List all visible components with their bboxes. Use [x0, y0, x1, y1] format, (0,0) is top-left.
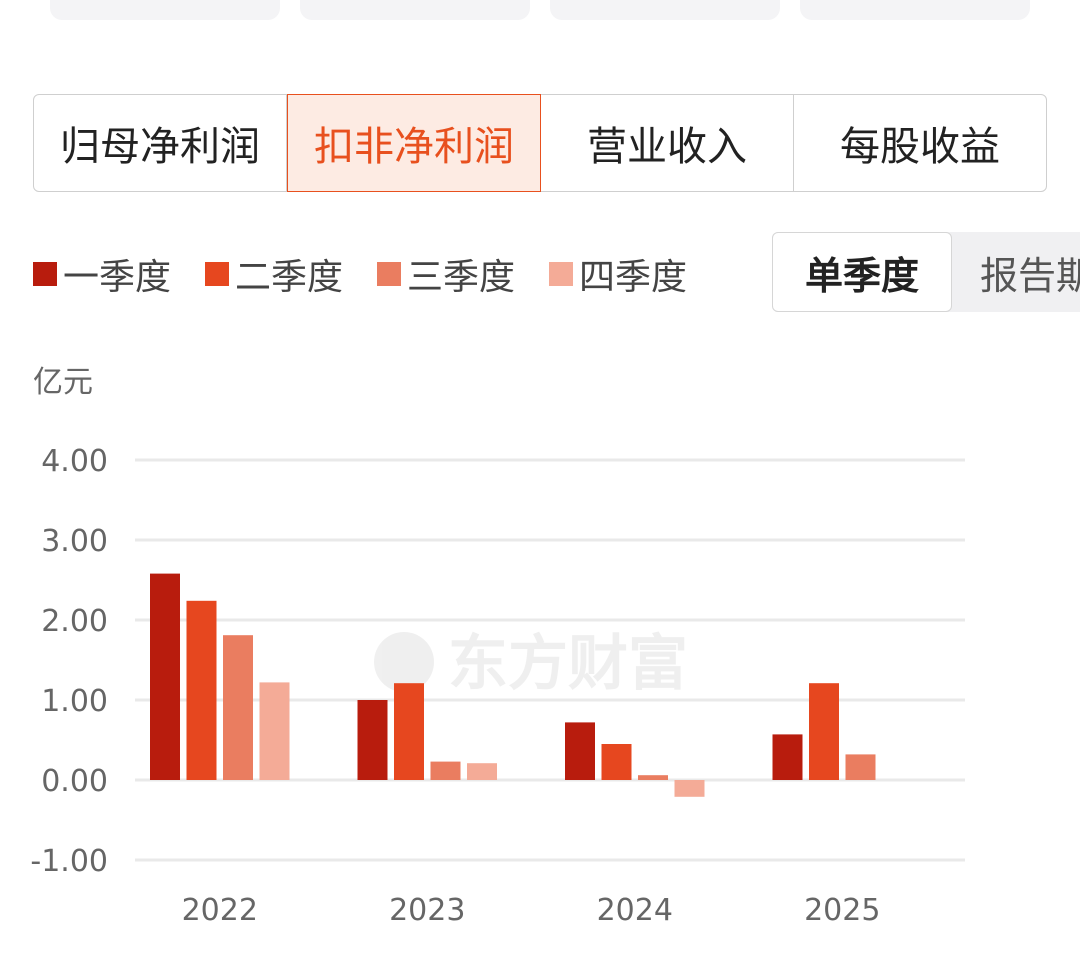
x-tick-label: 2023	[389, 893, 465, 928]
y-tick-label: 0.00	[41, 764, 108, 799]
bar-2025-q2	[809, 683, 839, 780]
top-card-1[interactable]	[50, 0, 280, 20]
legend-label-q4: 四季度	[579, 257, 688, 298]
x-tick-label: 2025	[804, 893, 880, 928]
legend-swatch-q2	[205, 262, 230, 286]
bar-2024-q2	[601, 744, 632, 780]
legend-swatch-q1	[33, 262, 57, 286]
bar-2022-q3	[223, 635, 253, 780]
report-period-button[interactable]: 报告期	[980, 253, 1080, 298]
bar-2024-q1	[565, 722, 595, 780]
tab-eps[interactable]: 每股收益	[840, 124, 1000, 170]
single-quarter-button[interactable]: 单季度	[772, 232, 952, 312]
bar-2024-q3	[638, 775, 668, 780]
tab-revenue[interactable]: 营业收入	[541, 95, 794, 191]
bar-2022-q4	[259, 682, 290, 780]
legend-item-q3[interactable]: 三季度	[377, 248, 515, 300]
bar-2024-q4	[674, 780, 705, 797]
y-tick-label: 1.00	[41, 684, 108, 719]
metric-tabs: 归母净利润 扣非净利润 营业收入 每股收益	[33, 94, 1047, 192]
watermark-text: 东方财富	[448, 629, 688, 699]
bar-2023-q4	[467, 763, 497, 780]
bar-2025-q3	[845, 754, 876, 780]
top-card-3[interactable]	[550, 0, 780, 20]
legend-item-q1[interactable]: 一季度	[33, 248, 171, 300]
legend-swatch-q3	[377, 262, 402, 286]
y-tick-label: 3.00	[41, 524, 108, 559]
legend-label-q2: 二季度	[235, 257, 344, 298]
tab-net-profit[interactable]: 归母净利润	[34, 95, 287, 191]
tab-deducted-net-profit[interactable]: 扣非净利润	[287, 94, 541, 192]
legend-label-q1: 一季度	[63, 257, 172, 298]
y-tick-label: 2.00	[41, 604, 108, 639]
chart-legend: 一季度 二季度 三季度 四季度	[33, 248, 721, 300]
bar-2022-q2	[186, 600, 217, 780]
x-tick-label: 2022	[182, 893, 258, 928]
top-card-2[interactable]	[300, 0, 530, 20]
bar-2023-q1	[357, 700, 388, 780]
legend-item-q2[interactable]: 二季度	[205, 248, 343, 300]
y-unit-label: 亿元	[33, 365, 93, 400]
y-tick-label: 4.00	[41, 444, 108, 479]
bar-2023-q2	[394, 683, 424, 780]
watermark: 东方财富	[374, 629, 688, 699]
legend-item-q4[interactable]: 四季度	[549, 248, 687, 300]
x-tick-label: 2024	[597, 893, 673, 928]
bar-2025-q1	[772, 734, 803, 780]
period-mode-toggle: 单季度 报告期	[772, 232, 1080, 312]
bar-2022-q1	[150, 573, 180, 780]
legend-swatch-q4	[549, 262, 574, 286]
bar-2023-q3	[430, 761, 461, 780]
top-card-4[interactable]	[800, 0, 1030, 20]
watermark-logo-icon	[374, 632, 434, 692]
y-tick-label: -1.00	[30, 844, 108, 879]
bar-chart: 亿元 4.00 3.00 2.00 1.00 0.00 -1.00 东方财富 2022 2023 2…	[0, 340, 1080, 949]
chart-svg: 亿元 4.00 3.00 2.00 1.00 0.00 -1.00 东方财富 2022 2023 2…	[30, 365, 965, 928]
legend-label-q3: 三季度	[407, 257, 516, 298]
